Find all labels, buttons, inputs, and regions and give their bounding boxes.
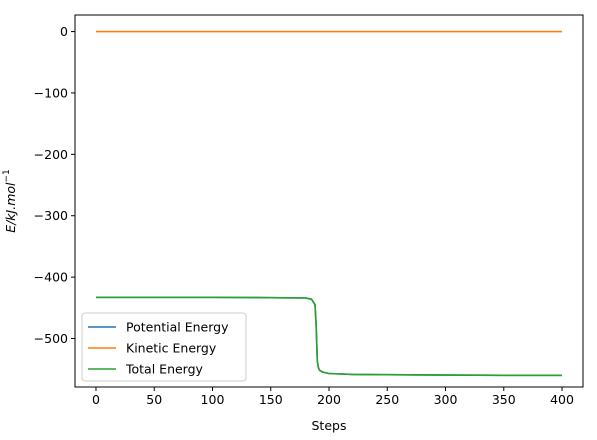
legend-label-kinetic-energy: Kinetic Energy xyxy=(126,341,217,356)
series-layer xyxy=(95,30,563,377)
y-tick-label: −400 xyxy=(34,270,68,285)
legend-label-total-energy: Total Energy xyxy=(125,362,204,377)
x-tick-label: 0 xyxy=(92,392,100,407)
y-axis-label: E/kJ.mol−1 xyxy=(2,169,18,233)
series-line-total-energy xyxy=(95,296,563,377)
y-axis-ticks: 0 −100 −200 −300 −400 −500 xyxy=(34,24,75,346)
y-tick-label: −300 xyxy=(34,208,68,223)
x-tick-label: 250 xyxy=(375,392,399,407)
x-tick-label: 100 xyxy=(201,392,225,407)
y-axis-label-main: E/kJ.mol xyxy=(3,182,18,233)
y-tick-label: −500 xyxy=(34,331,68,346)
x-tick-label: 150 xyxy=(259,392,283,407)
y-tick-label: −200 xyxy=(34,147,68,162)
y-tick-label: −100 xyxy=(34,85,68,100)
legend: Potential Energy Kinetic Energy Total Ener… xyxy=(81,312,247,382)
y-axis-label-exponent: −1 xyxy=(2,169,12,182)
x-tick-label: 400 xyxy=(550,392,574,407)
legend-label-potential-energy: Potential Energy xyxy=(126,320,229,335)
x-tick-label: 300 xyxy=(434,392,458,407)
x-tick-label: 200 xyxy=(317,392,341,407)
x-axis-ticks: 0 50 100 150 200 250 300 350 400 xyxy=(92,387,574,407)
x-tick-label: 350 xyxy=(492,392,516,407)
x-axis-label: Steps xyxy=(312,418,347,433)
x-tick-label: 50 xyxy=(146,392,162,407)
y-tick-label: 0 xyxy=(60,24,68,39)
legend-box xyxy=(81,312,247,382)
